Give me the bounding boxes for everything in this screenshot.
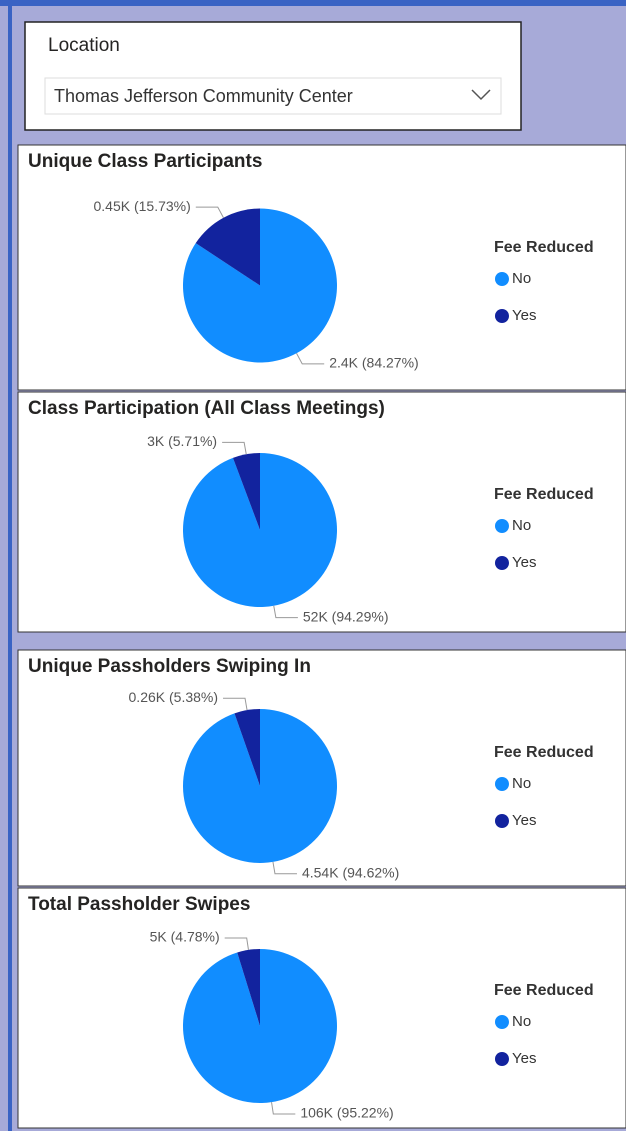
data-label: 4.54K (94.62%)	[302, 864, 399, 880]
legend-title: Fee Reduced	[494, 744, 594, 761]
top-border	[0, 0, 626, 6]
data-label: 0.45K (15.73%)	[93, 198, 190, 214]
chart-title: Total Passholder Swipes	[28, 894, 250, 915]
data-label: 2.4K (84.27%)	[329, 355, 419, 371]
data-label: 106K (95.22%)	[300, 1105, 393, 1121]
legend-entry: Yes	[512, 1050, 536, 1067]
leader-line	[222, 441, 247, 455]
pie-slice	[234, 709, 260, 786]
chevron[interactable]	[471, 89, 491, 101]
leader-line	[223, 697, 248, 711]
legend-marker	[495, 272, 509, 286]
pie-slice	[195, 208, 260, 286]
data-label: 52K (94.29%)	[303, 608, 389, 624]
legend-entry: Yes	[512, 307, 536, 324]
chart-title: Unique Class Participants	[28, 151, 262, 172]
leader-line	[224, 937, 249, 950]
legend-marker	[495, 777, 509, 791]
pie-slice	[237, 949, 260, 1026]
data-label: 5K (4.78%)	[150, 929, 220, 945]
legend-entry: No	[512, 517, 531, 534]
pie-slice	[183, 709, 338, 863]
leader-line	[195, 206, 224, 218]
slicer-dropdown[interactable]	[44, 77, 502, 115]
leader-line	[272, 861, 297, 875]
data-label: 0.26K (5.38%)	[129, 689, 219, 705]
slicer-selected[interactable]: Thomas Jefferson Community Center	[54, 86, 353, 106]
legend-entry: No	[512, 775, 531, 792]
legend-marker	[495, 519, 509, 533]
left-border	[8, 0, 12, 1131]
pie-slice	[232, 453, 260, 530]
legend-entry: No	[512, 1013, 531, 1030]
legend-entry: No	[512, 270, 531, 287]
slicer-title: Location	[48, 35, 120, 56]
legend-title: Fee Reduced	[494, 486, 594, 503]
legend-marker	[495, 309, 509, 323]
leader-line	[271, 1102, 296, 1115]
legend-marker	[495, 556, 509, 570]
chart-title: Class Participation (All Class Meetings)	[28, 398, 385, 419]
legend-entry: Yes	[512, 812, 536, 829]
leader-line	[273, 605, 298, 619]
legend-marker	[495, 814, 509, 828]
leader-line	[296, 353, 325, 365]
legend-title: Fee Reduced	[494, 239, 594, 256]
legend-marker	[495, 1052, 509, 1066]
pie-slice	[182, 949, 337, 1104]
legend-title: Fee Reduced	[494, 982, 594, 999]
legend-entry: Yes	[512, 554, 536, 571]
chart-title: Unique Passholders Swiping In	[28, 656, 311, 677]
legend-marker	[495, 1015, 509, 1029]
data-label: 3K (5.71%)	[147, 433, 217, 449]
